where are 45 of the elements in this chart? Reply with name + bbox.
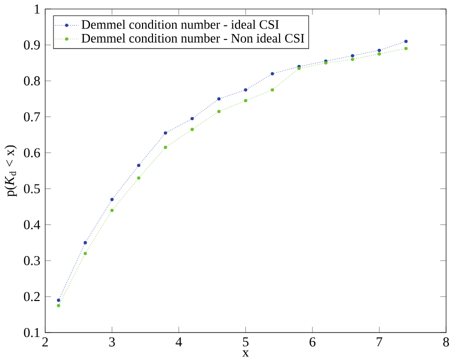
- point: [378, 48, 381, 52]
- point: [84, 252, 87, 256]
- y-tick-label: 0.7: [24, 112, 40, 122]
- point: [84, 240, 87, 244]
- point: [217, 97, 221, 100]
- point: [190, 116, 194, 120]
- x-tick-label: 6: [310, 337, 316, 346]
- y-tick-label: 0.6: [24, 148, 40, 158]
- point: [404, 40, 408, 43]
- y-tick-label: 0.8: [24, 76, 40, 86]
- point: [164, 131, 168, 135]
- point: [56, 298, 60, 302]
- point: [110, 198, 114, 202]
- y-tick-label: 0.2: [24, 292, 40, 302]
- point: [164, 146, 168, 149]
- point: [270, 72, 274, 76]
- point: [137, 176, 140, 180]
- x-axis-title: x: [242, 350, 249, 357]
- y-tick-label: 0.9: [24, 40, 40, 50]
- point: [378, 52, 381, 56]
- point: [244, 98, 248, 102]
- point: [270, 88, 274, 92]
- x-tick-label: 3: [109, 337, 115, 346]
- x-tick-label: 5: [243, 337, 248, 346]
- point: [217, 110, 221, 114]
- x-tick-label: 2: [42, 337, 48, 346]
- y-tick-label: 0.4: [24, 220, 40, 230]
- legend-label: Demmel condition number - Non ideal CSI: [82, 33, 304, 42]
- y-tick-label: 0.5: [24, 184, 40, 194]
- point: [244, 88, 248, 92]
- x-tick-label: 7: [376, 337, 382, 346]
- point: [190, 128, 194, 131]
- point: [110, 208, 114, 212]
- legend-label: Demmel condition number - ideal CSI: [82, 20, 279, 29]
- y-tick-label: 1: [34, 4, 40, 14]
- point: [350, 58, 354, 61]
- point: [404, 46, 408, 50]
- point: [137, 164, 140, 167]
- y-axis-title: p(K$_{d}$ < x): [4, 145, 17, 197]
- x-tick-label: 4: [176, 337, 182, 346]
- y-tick-label: 0.1: [24, 328, 40, 338]
- x-tick-label: 8: [443, 337, 449, 346]
- y-tick-label: 0.3: [24, 256, 40, 266]
- point: [350, 54, 354, 58]
- point: [56, 304, 60, 308]
